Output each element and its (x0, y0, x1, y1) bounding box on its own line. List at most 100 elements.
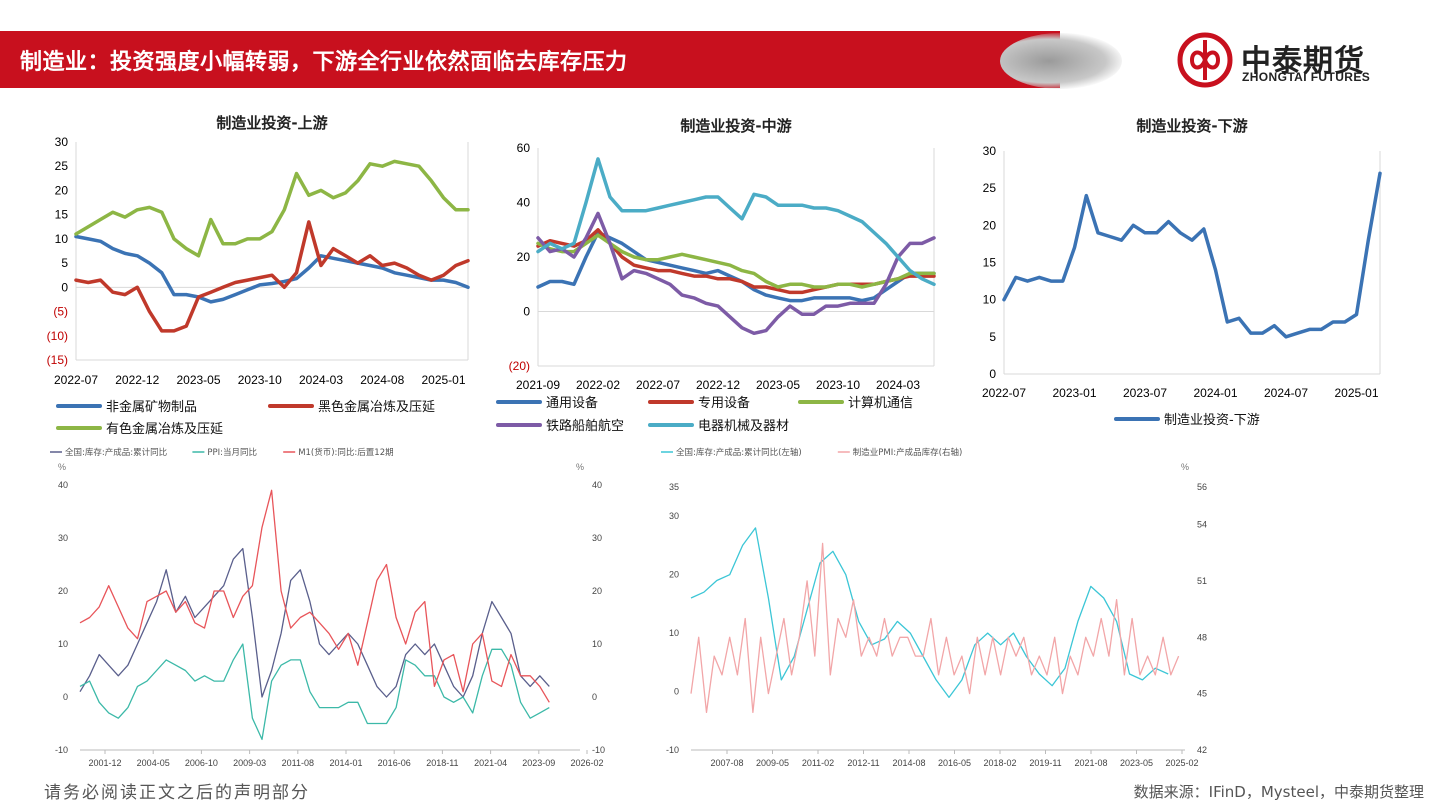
x-tick-label: 2011-08 (282, 758, 314, 768)
series-line (536, 211, 936, 336)
legend-label: 专用设备 (698, 395, 750, 411)
chart-inventory-pmi: 全国:库存:产成品:累计同比(左轴) 制造业PMI:产成品库存(右轴)% 35 30 2… (661, 447, 1207, 768)
x-tick-label: 2014-08 (892, 758, 925, 768)
legend-label: 制造业PMI:产成品库存(右轴) (853, 447, 962, 458)
y-tick-label-right: 54 (1197, 520, 1207, 530)
series-line (536, 157, 936, 287)
y-tick-label: (10) (47, 329, 68, 343)
footer-source: 数据来源：IFinD，Mysteel，中泰期货整理 (1133, 783, 1424, 801)
y-tick-label: 20 (983, 218, 997, 232)
legend-label: 铁路船舶航空 (546, 418, 624, 434)
x-tick-label: 2024-03 (299, 373, 343, 387)
series-line (690, 527, 1169, 699)
legend-label: 计算机通信 (848, 396, 913, 411)
x-tick-label: 2018-02 (983, 758, 1016, 768)
logo-text-cn: 中泰期货 (1241, 44, 1365, 79)
x-tick-label: 2009-03 (233, 758, 266, 768)
y-tick-label: 0 (989, 367, 996, 381)
x-tick-label: 2011-02 (802, 758, 834, 768)
x-tick-label: 2023-01 (1052, 386, 1096, 400)
y-tick-label: 10 (55, 232, 69, 246)
x-tick-label: 2022-07 (636, 378, 680, 392)
legend-label: 制造业投资-下游 (1164, 412, 1260, 428)
legend-label: 黑色金属冶炼及压延 (318, 399, 435, 415)
y-tick-label-right: 0 (592, 692, 597, 702)
x-tick-label: 2016-05 (938, 758, 971, 768)
x-tick-label: 2024-07 (1264, 386, 1308, 400)
series-line (79, 643, 550, 741)
y-tick-label-right: 56 (1197, 482, 1207, 492)
legend-label: PPI:当月同比 (207, 447, 257, 458)
x-tick-label: 2006-10 (185, 758, 218, 768)
x-tick-label: 2018-11 (426, 758, 458, 768)
y-tick-label-left: 20 (58, 586, 68, 596)
y-tick-label: 15 (983, 256, 997, 270)
x-tick-label: 2024-08 (360, 373, 404, 387)
y-tick-label-left: 35 (669, 482, 679, 492)
series-line (79, 489, 550, 703)
y-tick-label-left: -10 (666, 745, 679, 755)
y-axis-unit-right: % (1181, 462, 1189, 472)
series-line (74, 159, 470, 258)
x-tick-label: 2007-08 (710, 758, 743, 768)
chart-midstream: 制造业投资-中游 60 40 20 0 (20) 2021-09 2022-02 2022-07… (496, 117, 936, 434)
y-tick-label-left: 10 (58, 639, 68, 649)
chart-title: 制造业投资-下游 (1136, 117, 1247, 135)
y-tick-label: 30 (983, 144, 997, 158)
logo-text-en: ZHONGTAI FUTURES (1242, 70, 1371, 84)
footer-disclaimer: 请务必阅读正文之后的声明部分 (44, 783, 310, 803)
x-tick-label: 2021-04 (474, 758, 507, 768)
y-tick-label-left: 40 (58, 480, 68, 490)
y-tick-label-right: 42 (1197, 745, 1207, 755)
y-tick-label: 30 (55, 135, 69, 149)
y-tick-label: (15) (47, 353, 68, 367)
y-axis-unit-left: % (58, 462, 66, 472)
x-tick-label: 2014-01 (329, 758, 362, 768)
x-tick-label: 2004-05 (137, 758, 170, 768)
y-tick-label: 15 (55, 208, 69, 222)
x-tick-label: 2012-11 (847, 758, 879, 768)
y-tick-label: 5 (61, 256, 68, 270)
y-tick-label: 20 (55, 183, 69, 197)
x-tick-label: 2023-10 (816, 378, 860, 392)
y-tick-label-right: 51 (1197, 576, 1207, 586)
x-tick-label: 2023-07 (1123, 386, 1167, 400)
x-tick-label: 2023-05 (756, 378, 800, 392)
x-tick-label: 2022-07 (982, 386, 1026, 400)
y-tick-label-right: -10 (592, 745, 605, 755)
legend-label: M1(货币):同比:后置12期 (298, 447, 393, 458)
x-tick-label: 2022-02 (576, 378, 620, 392)
x-tick-label: 2022-12 (696, 378, 740, 392)
x-tick-label: 2026-02 (570, 758, 603, 768)
company-logo: 中泰期货 ZHONGTAI FUTURES (1175, 30, 1415, 90)
x-tick-label: 2001-12 (88, 758, 121, 768)
series-line (536, 233, 936, 289)
x-tick-label: 2023-10 (238, 373, 282, 387)
series-line (79, 547, 550, 698)
y-tick-label: 0 (61, 280, 68, 294)
series-line (74, 220, 470, 333)
page-title: 制造业：投资强度小幅转弱，下游全行业依然面临去库存压力 (20, 50, 628, 75)
y-tick-label-right: 45 (1197, 689, 1207, 699)
zhongtai-logo-icon (1177, 32, 1233, 88)
y-tick-label: 5 (989, 330, 996, 344)
chart-upstream: 制造业投资-上游 30 25 20 15 10 5 0 (5) (10) (15) 2022-07 20… (47, 114, 470, 437)
chart-title: 制造业投资-上游 (216, 114, 327, 132)
series-line (690, 542, 1180, 714)
y-tick-label: (5) (53, 305, 68, 319)
legend-label: 非金属矿物制品 (106, 399, 197, 415)
y-axis-unit-right: % (576, 462, 584, 472)
x-tick-label: 2021-09 (516, 378, 560, 392)
y-tick-label-left: 20 (669, 570, 679, 580)
series-line (1002, 171, 1382, 339)
y-tick-label: (20) (509, 359, 530, 373)
banner-shadow (1000, 33, 1122, 89)
series-line (74, 234, 470, 304)
chart-title: 制造业投资-中游 (680, 117, 791, 135)
legend-label: 通用设备 (546, 395, 598, 411)
y-tick-label: 0 (523, 305, 530, 319)
x-tick-label: 2024-01 (1193, 386, 1237, 400)
x-tick-label: 2022-07 (54, 373, 98, 387)
legend-label: 全国:库存:产成品:累计同比 (65, 447, 167, 458)
x-tick-label: 2016-06 (378, 758, 411, 768)
